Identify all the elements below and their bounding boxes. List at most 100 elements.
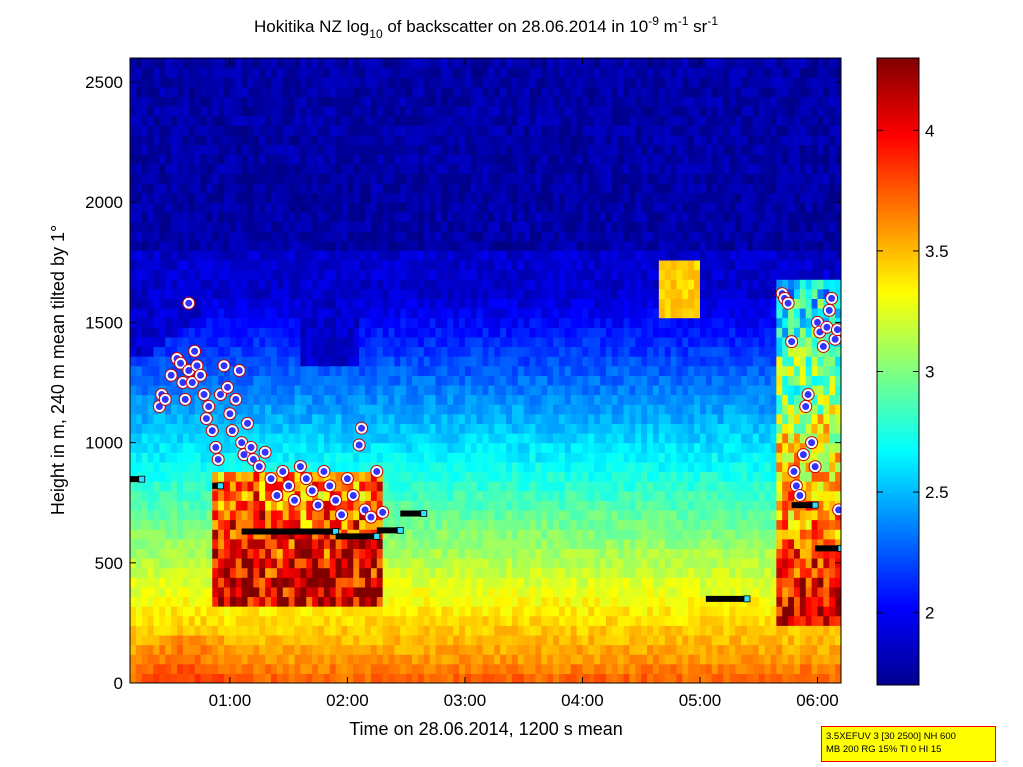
heatmap-cell (429, 452, 437, 463)
heatmap-cell (406, 77, 413, 88)
heatmap-cell (482, 125, 490, 136)
heatmap-cell (323, 115, 331, 126)
heatmap-cell (206, 269, 213, 280)
heatmap-cell (470, 394, 478, 405)
heatmap-cell (235, 221, 243, 232)
heatmap-cell (482, 279, 490, 290)
heatmap-cell (376, 413, 384, 424)
heatmap-cell (312, 663, 319, 674)
heatmap-cell (500, 96, 507, 107)
heatmap-cell (382, 615, 390, 626)
heatmap-cell (482, 250, 490, 261)
heatmap-cell (206, 509, 213, 521)
heatmap-cell (412, 67, 419, 78)
heatmap-cell (200, 481, 207, 492)
heatmap-cell (429, 269, 437, 280)
heatmap-cell (165, 625, 172, 636)
heatmap-cell (229, 134, 237, 146)
heatmap-cell (153, 183, 160, 194)
heatmap-cell (318, 423, 325, 434)
heatmap-cell (165, 509, 172, 521)
heatmap-cell (347, 163, 354, 174)
heatmap-cell (558, 288, 566, 299)
heatmap-cell (353, 308, 360, 319)
heatmap-cell (359, 586, 366, 598)
heatmap-cell (400, 221, 407, 232)
heatmap-cell (153, 442, 160, 453)
heatmap-cell (247, 433, 254, 444)
heatmap-cell (335, 240, 343, 251)
heatmap-cell (406, 500, 413, 511)
heatmap-cell (312, 548, 319, 559)
heatmap-cell (429, 433, 437, 444)
heatmap-cell (476, 606, 484, 617)
heatmap-cell (423, 433, 431, 444)
heatmap-cell (253, 288, 260, 299)
heatmap-cell (494, 134, 501, 146)
heatmap-cell (576, 625, 584, 636)
heatmap-cell (494, 163, 501, 174)
heatmap-cell (564, 481, 572, 492)
heatmap-cell (423, 58, 431, 69)
heatmap-cell (259, 471, 266, 482)
heatmap-cell (388, 615, 396, 626)
heatmap-cell (141, 134, 149, 146)
heatmap-cell (347, 442, 354, 453)
heatmap-cell (318, 125, 325, 136)
heatmap-cell (194, 500, 202, 511)
heatmap-cell (470, 490, 478, 501)
heatmap-cell (235, 308, 243, 319)
heatmap-cell (130, 67, 137, 78)
heatmap-cell (253, 471, 260, 482)
heatmap-cell (564, 442, 572, 453)
heatmap-cell (494, 548, 501, 559)
heatmap-cell (365, 231, 372, 242)
heatmap-cell (435, 586, 443, 598)
heatmap-cell (441, 154, 448, 165)
heatmap-cell (547, 125, 554, 136)
heatmap-cell (188, 558, 196, 569)
heatmap-cell (476, 67, 484, 78)
heatmap-cell (488, 308, 495, 319)
heatmap-cell (141, 654, 149, 665)
heatmap-cell (165, 327, 172, 338)
heatmap-cell (429, 529, 437, 540)
heatmap-cell (188, 250, 196, 261)
heatmap-cell (165, 211, 172, 223)
heatmap-cell (388, 317, 396, 328)
heatmap-cell (259, 375, 266, 386)
heatmap-cell (511, 606, 519, 617)
heatmap-cell (341, 96, 349, 107)
heatmap-cell (241, 654, 249, 665)
heatmap-cell (300, 634, 307, 646)
heatmap-cell (135, 154, 143, 165)
heatmap-cell (271, 221, 278, 232)
heatmap-cell (517, 384, 525, 396)
heatmap-cell (558, 202, 566, 213)
heatmap-cell (406, 538, 413, 549)
heatmap-cell (476, 519, 484, 530)
heatmap-cell (312, 413, 319, 424)
heatmap-cell (523, 433, 531, 444)
heatmap-cell (265, 259, 272, 271)
heatmap-cell (570, 606, 578, 617)
heatmap-cell (558, 67, 566, 78)
heatmap-cell (464, 356, 472, 367)
heatmap-cell (429, 259, 437, 271)
heatmap-cell (464, 211, 472, 223)
heatmap-cell (130, 404, 137, 415)
heatmap-cell (506, 134, 513, 146)
heatmap-cell (171, 663, 178, 674)
heatmap-cell (447, 538, 454, 549)
heatmap-cell (517, 134, 525, 146)
heatmap-cell (265, 596, 272, 607)
heatmap-cell (306, 606, 313, 617)
heatmap-cell (359, 577, 366, 588)
heatmap-cell (394, 625, 401, 636)
heatmap-cell (453, 663, 460, 674)
heatmap-cell (235, 211, 243, 223)
heatmap-cell (294, 481, 302, 492)
heatmap-cell (177, 567, 184, 578)
heatmap-cell (276, 259, 284, 271)
heatmap-cell (224, 202, 231, 213)
